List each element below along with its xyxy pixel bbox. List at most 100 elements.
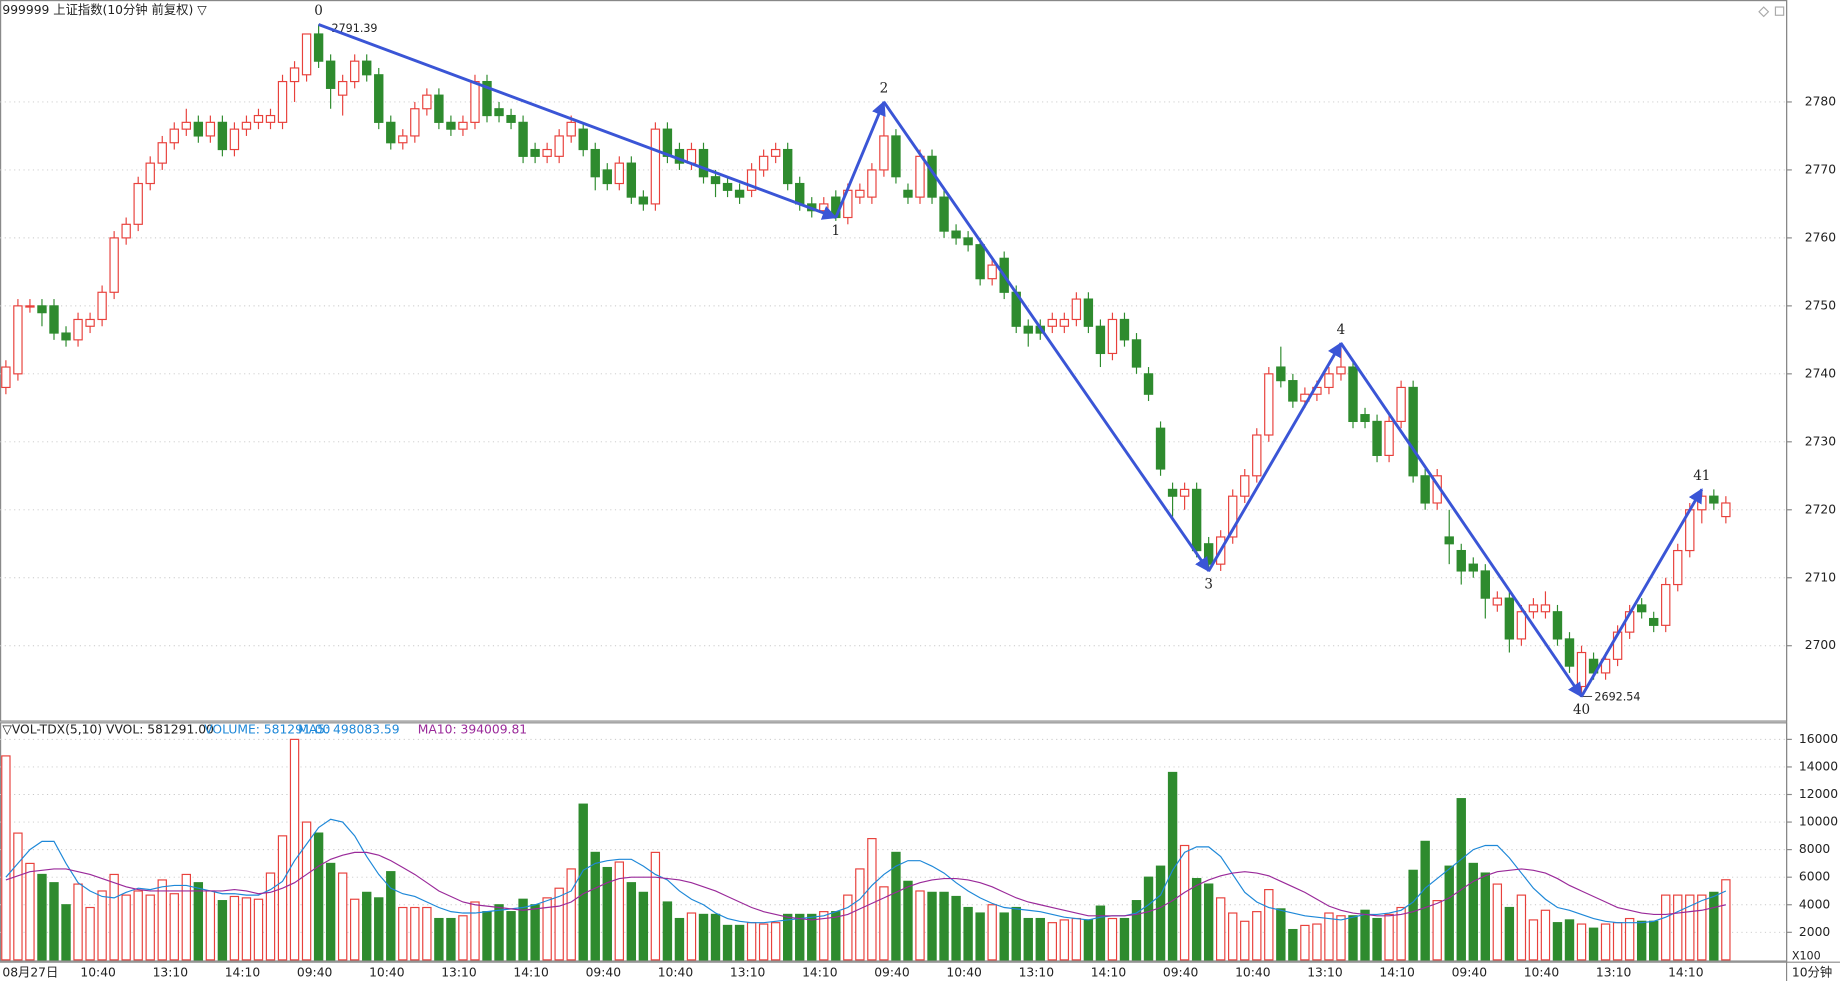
candle-body (241, 121, 252, 130)
y-tick-label: 2000 (1799, 925, 1831, 939)
candle-body (109, 237, 119, 293)
candle-body (1661, 583, 1671, 626)
candle-body (554, 135, 564, 157)
trend-segment (834, 100, 886, 219)
icon[interactable] (1758, 6, 1770, 18)
volume-bar (121, 894, 131, 961)
volume-bar (1444, 865, 1454, 961)
volume-bar (1035, 917, 1045, 961)
volume-bar (1300, 924, 1310, 961)
volume-bar (1721, 879, 1731, 961)
volume-bar (386, 871, 396, 961)
icon[interactable] (1774, 6, 1785, 16)
candle-body (566, 121, 576, 137)
volume-bar (1697, 894, 1707, 961)
x-tick-label: 10:40 (369, 965, 405, 979)
x-tick-label: 10:40 (658, 965, 694, 979)
candle-body (1059, 318, 1070, 327)
volume-bar (1155, 865, 1166, 961)
volume-bar (157, 879, 167, 961)
candle-body (975, 244, 985, 280)
candle-body (1408, 386, 1418, 477)
candle-body (1468, 563, 1478, 572)
volume-bar (770, 922, 781, 961)
volume-bar (831, 911, 841, 961)
volume-bar (398, 906, 408, 961)
volume-bar (1216, 897, 1226, 961)
candle-body (410, 108, 420, 137)
candle-body (1721, 502, 1731, 518)
volume-bar (374, 897, 384, 961)
volume-bar (1324, 912, 1334, 961)
candle-body (1456, 549, 1466, 572)
volume-bar (1240, 920, 1250, 961)
x-tick-label: 09:40 (874, 965, 910, 979)
candle-body (1023, 325, 1033, 334)
x-tick-label: 10:40 (1524, 965, 1560, 979)
volume-bar (1456, 798, 1466, 961)
volume-bar (999, 912, 1009, 961)
volume-bar (1540, 909, 1551, 961)
wave-label: 41 (1693, 468, 1710, 484)
candle-body (638, 196, 649, 205)
candle-body (37, 305, 47, 314)
x-tick-label: 13:10 (730, 965, 766, 979)
volume-bar (1492, 883, 1503, 961)
volume-bar (13, 832, 23, 961)
x-tick-label: 14:10 (802, 965, 838, 979)
volume-bar (277, 835, 288, 961)
y-tick-label: 2770 (1805, 162, 1837, 176)
candle-body (265, 114, 276, 123)
volume-bar (1564, 919, 1575, 961)
volume-bar (1504, 906, 1515, 961)
candle-body (13, 305, 23, 375)
volume-bar (903, 880, 913, 961)
y-tick-label: 12000 (1799, 787, 1838, 801)
candle-body (301, 33, 312, 76)
candle-body (614, 162, 624, 185)
volume-bar (362, 891, 372, 961)
candle-body (578, 128, 588, 151)
x-tick-label: 08月27日 (2, 965, 58, 979)
volume-bar (61, 904, 71, 961)
volume-bar (939, 891, 949, 961)
trend-segment (318, 23, 838, 220)
volume-bar (807, 913, 817, 961)
x-tick-label: 14:10 (1379, 965, 1415, 979)
candle-body (1360, 414, 1370, 423)
candle-body (650, 128, 661, 205)
candle-body (1167, 488, 1178, 497)
volume-bar (446, 917, 456, 961)
volume-bar (1528, 919, 1539, 961)
volume-bar (1552, 922, 1563, 961)
volume-bar (819, 911, 829, 961)
y-tick-label: 14000 (1799, 759, 1838, 773)
volume-bar (1600, 923, 1611, 961)
x-tick-label: 14:10 (1091, 965, 1127, 979)
volume-bar (554, 887, 564, 961)
volume-bar (975, 912, 985, 961)
x-tick-label: 13:10 (1019, 965, 1055, 979)
volume-bar (1685, 894, 1695, 961)
trend-segment (1580, 488, 1704, 698)
candle-body (362, 60, 372, 76)
trend-segment (1207, 341, 1343, 572)
volume-bar (734, 924, 745, 961)
x-tick-label: 09:40 (297, 965, 333, 979)
candle-body (470, 80, 480, 123)
candle-body (446, 121, 456, 130)
candle-body (97, 291, 107, 321)
volume-bar (422, 906, 432, 961)
volume-bar (241, 897, 252, 961)
volume-bar (566, 868, 576, 961)
volume-bar (301, 821, 312, 961)
candle-body (157, 142, 167, 164)
candle-body (1540, 604, 1551, 613)
volume-bar (1203, 883, 1214, 961)
candle-body (1083, 298, 1094, 327)
candle-body (458, 121, 468, 130)
volume-bar (1673, 894, 1683, 961)
volume-bar (795, 913, 805, 961)
x-tick-label: 14:10 (225, 965, 261, 979)
x-tick-label: 13:10 (441, 965, 477, 979)
